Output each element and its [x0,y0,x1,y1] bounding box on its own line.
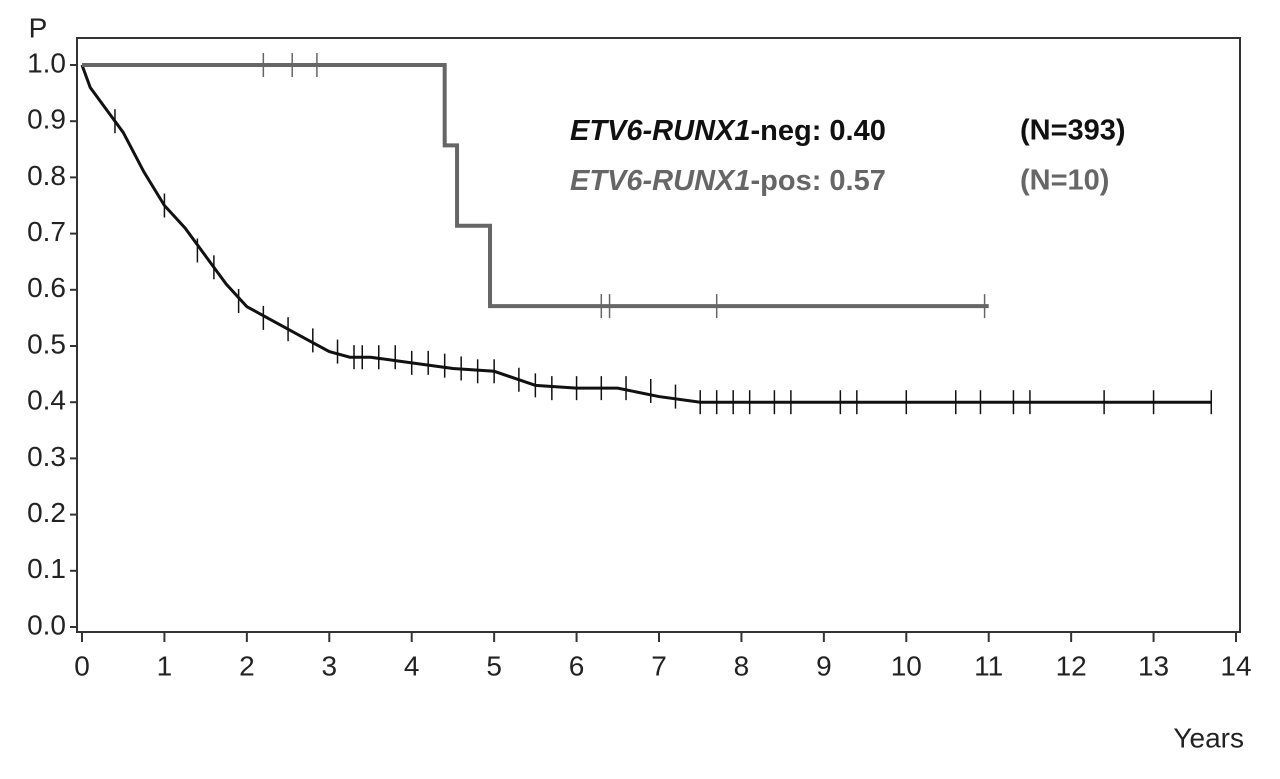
legend-gene: ETV6-RUNX1 [570,165,751,197]
legend-entry: ETV6-RUNX1-neg: 0.40 [570,115,886,147]
x-tick-label: 8 [734,650,750,681]
x-tick-label: 9 [816,650,832,681]
legend-entry: ETV6-RUNX1-pos: 0.57 [570,165,886,197]
legend-n: (N=393) [1020,115,1126,147]
survival-curve [82,63,989,309]
x-tick-label: 10 [891,650,922,681]
legend-n: (N=10) [1020,165,1109,197]
x-tick-label: 0 [74,650,90,681]
y-tick-label: 0.1 [27,553,66,584]
x-tick-label: 12 [1056,650,1087,681]
y-axis-label: P [29,12,48,43]
x-tick-label: 4 [404,650,420,681]
x-axis-label: Years [1173,722,1244,753]
y-tick-label: 0.8 [27,160,66,191]
y-tick-label: 0.6 [27,272,66,303]
y-tick-label: 0.7 [27,216,66,247]
x-tick-label: 1 [157,650,173,681]
x-tick-label: 3 [321,650,337,681]
x-tick-label: 13 [1138,650,1169,681]
x-tick-label: 5 [486,650,502,681]
x-tick-label: 11 [974,650,1003,681]
y-tick-label: 1.0 [27,47,66,78]
legend-gene: ETV6-RUNX1 [570,115,751,147]
legend-text: -pos: 0.57 [751,165,886,197]
x-tick-label: 2 [239,650,255,681]
x-tick-label: 6 [569,650,585,681]
x-tick-label: 7 [651,650,667,681]
y-tick-label: 0.5 [27,328,66,359]
y-tick-label: 0.9 [27,104,66,135]
y-tick-label: 0.4 [27,385,66,416]
y-tick-label: 0.0 [27,609,66,640]
y-tick-label: 0.2 [27,497,66,528]
y-tick-label: 0.3 [27,441,66,472]
legend-text: -neg: 0.40 [751,115,886,147]
x-tick-label: 14 [1220,650,1251,681]
